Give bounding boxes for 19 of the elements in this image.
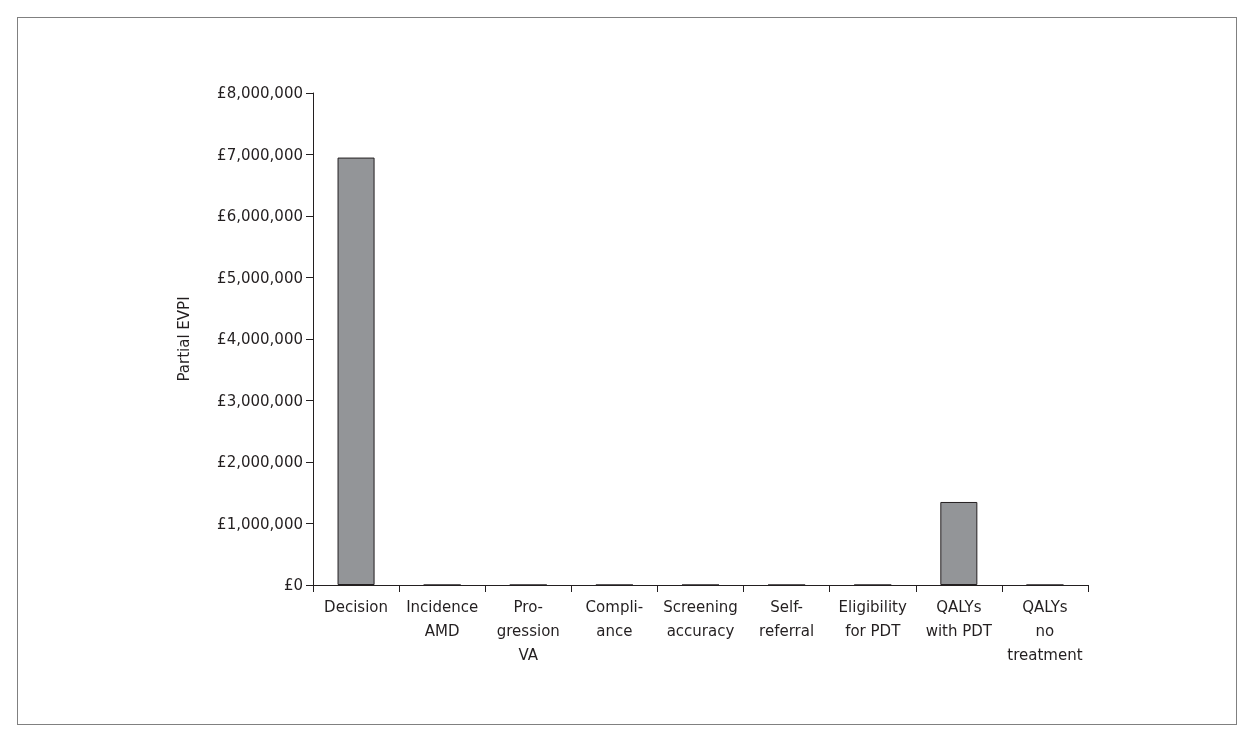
x-tick-label: QALYs with PDT (925, 598, 993, 640)
y-tick-label: £3,000,000 (217, 391, 303, 410)
x-tick-label: Pro- gression VA (496, 598, 560, 664)
y-axis-title: Partial EVPI (174, 296, 193, 382)
y-tick-label: £7,000,000 (217, 145, 303, 164)
y-tick-label: £2,000,000 (217, 453, 303, 471)
x-tick-label: Eligibility for PDT (838, 598, 907, 640)
x-tick-label: Screening accuracy (663, 598, 738, 640)
y-tick-label: £6,000,000 (217, 207, 303, 225)
y-tick-label: £1,000,000 (217, 514, 303, 533)
y-tick-label: £4,000,000 (217, 330, 303, 348)
x-tick-label: Decision (324, 598, 388, 616)
y-tick-label: £8,000,000 (217, 84, 303, 102)
x-tick-label: Self- referral (759, 598, 815, 640)
x-tick-label: QALYs no treatment (1007, 598, 1083, 664)
x-tick-label: Compli- ance (585, 598, 644, 640)
x-tick-label: Incidence AMD (406, 598, 479, 640)
y-tick-label: £5,000,000 (217, 268, 303, 287)
y-tick-label: £0 (283, 576, 303, 594)
